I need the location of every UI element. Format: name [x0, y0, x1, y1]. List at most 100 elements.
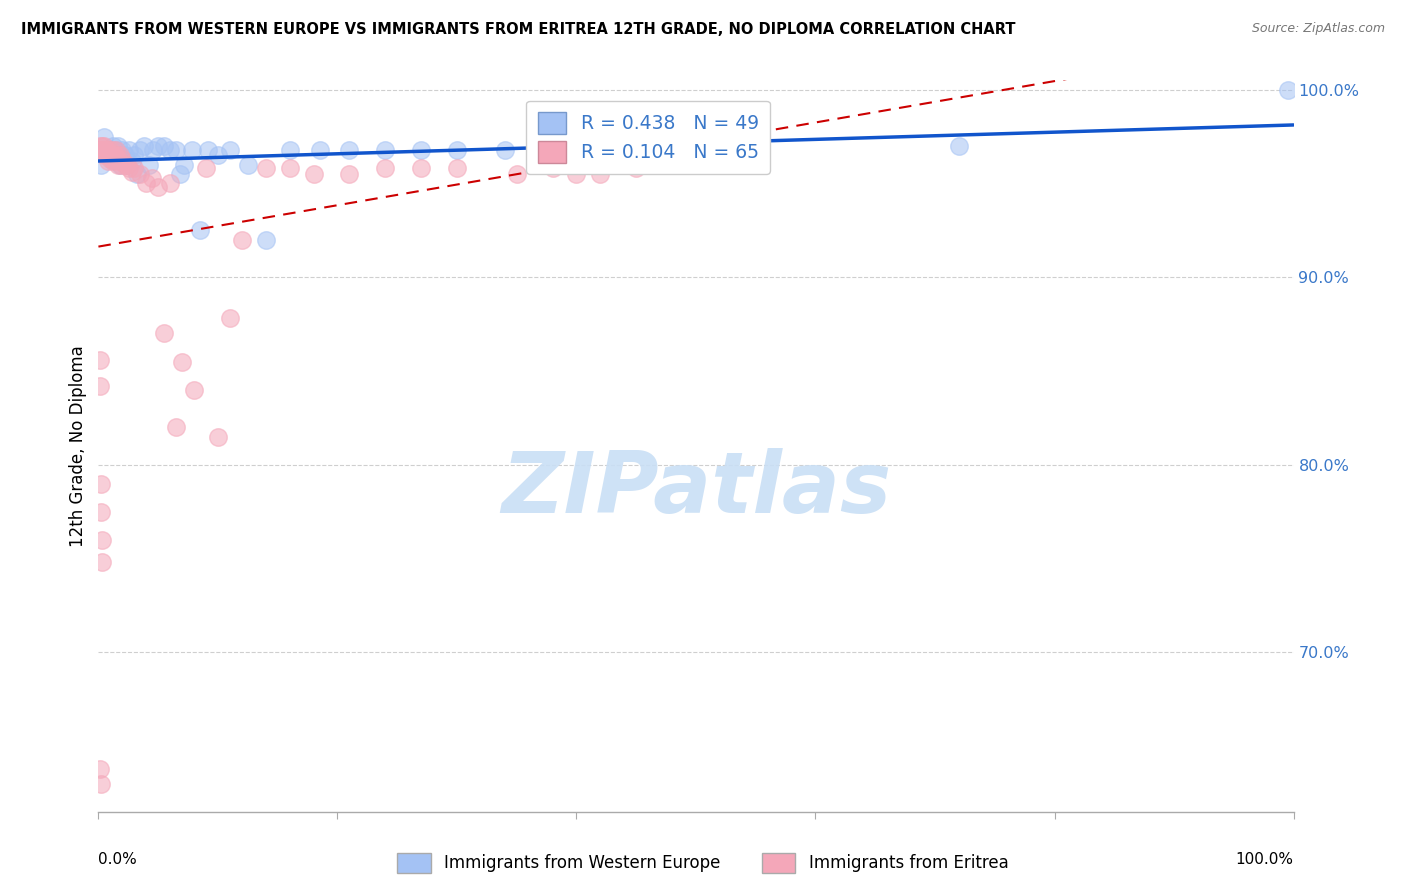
Point — [374, 143, 396, 157]
Point — [165, 420, 187, 434]
Y-axis label: 12th Grade, No Diploma: 12th Grade, No Diploma — [69, 345, 87, 547]
Point — [100, 148, 122, 162]
Point — [89, 379, 111, 393]
Point — [142, 143, 165, 157]
Point — [541, 143, 564, 157]
Point — [446, 161, 468, 176]
Point — [207, 429, 229, 443]
Point — [111, 152, 134, 166]
Point — [103, 152, 125, 166]
Point — [124, 161, 146, 176]
Point — [101, 143, 124, 157]
Point — [93, 129, 115, 144]
Point — [89, 143, 111, 157]
Point — [135, 177, 157, 191]
Point — [91, 533, 114, 547]
Text: 0.0%: 0.0% — [98, 852, 138, 867]
Point — [494, 143, 516, 157]
Point — [165, 143, 187, 157]
Point — [183, 383, 205, 397]
Point — [121, 165, 143, 179]
Point — [254, 233, 277, 247]
Point — [107, 152, 129, 166]
Point — [91, 143, 114, 157]
Point — [115, 158, 138, 172]
Point — [96, 143, 118, 157]
Point — [219, 311, 242, 326]
Point — [93, 143, 115, 157]
Point — [188, 223, 211, 237]
Point — [105, 143, 128, 157]
Point — [98, 143, 122, 157]
Point — [374, 161, 396, 176]
Point — [132, 139, 155, 153]
Point — [118, 161, 141, 176]
Point — [107, 139, 129, 153]
Point — [90, 476, 112, 491]
Point — [138, 158, 160, 172]
Point — [411, 161, 433, 176]
Point — [624, 143, 647, 157]
Legend: R = 0.438   N = 49, R = 0.104   N = 65: R = 0.438 N = 49, R = 0.104 N = 65 — [526, 101, 770, 174]
Point — [110, 158, 132, 172]
Point — [121, 153, 143, 168]
Point — [97, 153, 120, 168]
Point — [172, 354, 194, 368]
Point — [90, 143, 112, 157]
Point — [97, 148, 120, 162]
Point — [231, 233, 253, 247]
Point — [93, 148, 115, 162]
Point — [506, 167, 529, 181]
Point — [278, 161, 301, 176]
Point — [108, 148, 131, 162]
Point — [173, 158, 195, 172]
Point — [91, 139, 114, 153]
Point — [159, 143, 181, 157]
Point — [114, 148, 136, 162]
Point — [115, 158, 138, 172]
Point — [97, 143, 120, 157]
Point — [98, 148, 122, 162]
Point — [600, 143, 623, 157]
Point — [89, 139, 111, 153]
Point — [207, 148, 229, 162]
Point — [89, 352, 111, 367]
Point — [90, 505, 112, 519]
Point — [89, 762, 111, 776]
Point — [98, 152, 122, 166]
Legend: Immigrants from Western Europe, Immigrants from Eritrea: Immigrants from Western Europe, Immigran… — [391, 847, 1015, 880]
Point — [129, 143, 152, 157]
Point — [153, 326, 176, 341]
Point — [1277, 83, 1299, 97]
Point — [94, 143, 117, 157]
Point — [148, 139, 170, 153]
Point — [337, 143, 360, 157]
Point — [337, 167, 360, 181]
Point — [148, 180, 170, 194]
Point — [98, 148, 121, 162]
Point — [589, 167, 612, 181]
Point — [411, 143, 433, 157]
Point — [90, 158, 112, 172]
Text: IMMIGRANTS FROM WESTERN EUROPE VS IMMIGRANTS FROM ERITREA 12TH GRADE, NO DIPLOMA: IMMIGRANTS FROM WESTERN EUROPE VS IMMIGR… — [21, 22, 1015, 37]
Point — [194, 161, 217, 176]
Point — [236, 158, 259, 172]
Point — [169, 167, 191, 181]
Point — [637, 143, 659, 157]
Point — [197, 143, 219, 157]
Point — [589, 143, 612, 157]
Point — [624, 161, 647, 176]
Point — [141, 170, 163, 185]
Point — [107, 153, 129, 168]
Point — [948, 139, 970, 153]
Point — [111, 143, 134, 157]
Point — [278, 143, 301, 157]
Point — [118, 143, 141, 157]
Point — [180, 143, 202, 157]
Point — [93, 139, 115, 153]
Point — [159, 177, 181, 191]
Point — [104, 143, 127, 157]
Point — [541, 161, 564, 176]
Point — [302, 167, 325, 181]
Point — [697, 143, 720, 157]
